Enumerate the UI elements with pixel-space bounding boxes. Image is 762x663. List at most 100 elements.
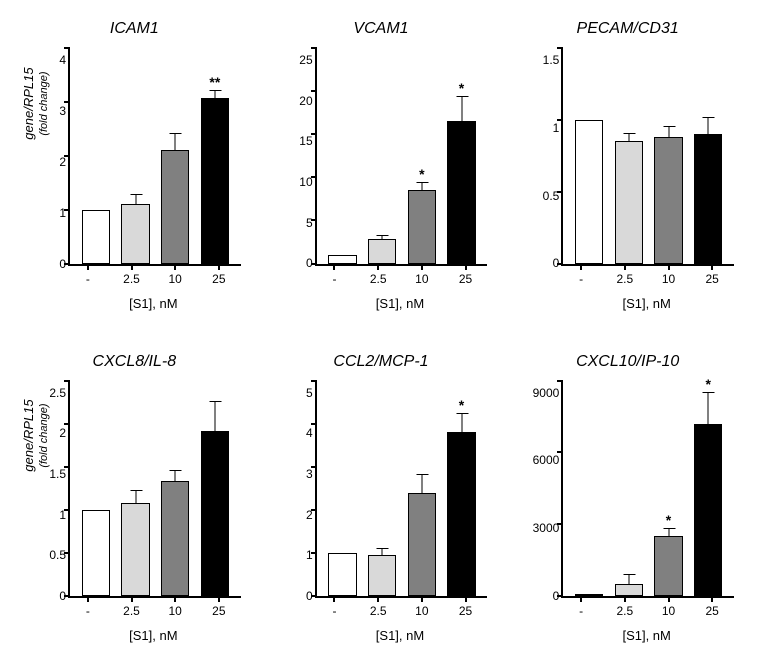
error-bar (708, 393, 709, 425)
error-bar (461, 414, 462, 433)
bar-slot: * (442, 48, 482, 264)
x-tick-label: 10 (662, 604, 675, 618)
y-axis-label-sub: (fold change) (38, 404, 50, 468)
x-tick-label: 10 (415, 604, 428, 618)
x-tick: 10 (400, 596, 444, 618)
bar (408, 493, 437, 596)
error-bar (214, 91, 215, 99)
bar-slot (116, 381, 156, 597)
error-cap (416, 474, 428, 475)
x-axis: -2.510 25 (66, 596, 241, 618)
bar (615, 141, 644, 263)
error-cap (456, 413, 468, 414)
error-cap (209, 401, 221, 402)
x-tick: - (559, 264, 603, 286)
bar: * (447, 121, 476, 263)
x-tick: 25 (690, 264, 734, 286)
error-bar (175, 471, 176, 481)
x-tick-label: 2.5 (370, 604, 387, 618)
bar-slot (569, 381, 609, 597)
bar: * (694, 424, 723, 596)
x-axis: -2.51025 (559, 264, 734, 286)
x-tick-label: 2.5 (123, 272, 140, 286)
y-tick-label: 9000 (533, 387, 560, 399)
bar (82, 210, 111, 264)
x-tick: 10 (153, 264, 197, 286)
x-tick: 10 (153, 596, 197, 618)
figure-root: ICAM1gene/RPL15(fold change)43210**-2.51… (0, 0, 762, 663)
chart-row: 543210* (275, 381, 488, 597)
chart-panel: CXCL10/IP-109000600030000**-2.51025[S1],… (521, 353, 734, 644)
bar-slot (362, 48, 402, 264)
chart-panel: PECAM/CD311.510.50-2.51025[S1], nM (521, 20, 734, 311)
error-cap (703, 117, 715, 118)
plot-area (68, 381, 241, 599)
x-tick: 10 (647, 264, 691, 286)
error-bar (214, 402, 215, 432)
y-axis-label-sub: (fold change) (38, 71, 50, 135)
y-axis-label-main: gene/RPL15 (21, 400, 36, 472)
chart-panel: VCAM12520151050**-2.51025[S1], nM (275, 20, 488, 311)
x-tick: 2.5 (110, 596, 154, 618)
x-tick: - (559, 596, 603, 618)
bar (121, 503, 150, 596)
x-axis-label: [S1], nM (66, 296, 241, 311)
error-cap (663, 126, 675, 127)
plot-area: ** (315, 48, 488, 266)
bar-slot (323, 381, 363, 597)
x-tick: - (66, 264, 110, 286)
bar (161, 481, 190, 597)
error-bar (135, 491, 136, 504)
bar (82, 510, 111, 596)
x-tick-label: - (332, 604, 336, 618)
bar-slot: * (402, 48, 442, 264)
bars: ** (70, 48, 241, 264)
error-cap (456, 96, 468, 97)
bar (654, 137, 683, 263)
x-tick: - (66, 596, 110, 618)
bar: * (447, 432, 476, 596)
panel-grid: ICAM1gene/RPL15(fold change)43210**-2.51… (28, 20, 734, 643)
bar: * (654, 536, 683, 596)
chart-row: 2.521.510.50 (28, 381, 241, 597)
panel-title: CCL2/MCP-1 (275, 353, 488, 375)
x-tick: 2.5 (356, 264, 400, 286)
bar (575, 120, 604, 264)
bar-slot (688, 48, 728, 264)
error-bar (628, 575, 629, 585)
error-bar (461, 97, 462, 122)
chart-row: 2520151050** (275, 48, 488, 264)
chart-row: 43210** (28, 48, 241, 264)
bar-slot (195, 381, 235, 597)
x-tick: 25 (444, 264, 488, 286)
x-tick: - (313, 596, 357, 618)
significance-marker: * (419, 167, 424, 181)
plot-area: ** (561, 381, 734, 599)
bar-slot (649, 48, 689, 264)
y-axis: 2520151050 (275, 48, 315, 264)
bar (694, 134, 723, 263)
x-tick: 25 (444, 596, 488, 618)
x-tick-label: 25 (706, 604, 719, 618)
x-tick: 2.5 (603, 596, 647, 618)
bar: ** (201, 98, 230, 264)
x-tick: 25 (197, 596, 241, 618)
bar-slot (323, 48, 363, 264)
x-axis: - 2.5 10 25 (313, 596, 488, 618)
error-cap (703, 392, 715, 393)
bar-slot: * (649, 381, 689, 597)
bar (161, 150, 190, 263)
bar-slot (362, 381, 402, 597)
error-bar (668, 529, 669, 537)
x-tick-label: 25 (459, 604, 472, 618)
x-tick-label: 25 (212, 604, 225, 618)
x-tick: 25 (197, 264, 241, 286)
x-tick: 10 (400, 264, 444, 286)
error-bar (628, 134, 629, 142)
chart-panel: CXCL8/IL-8gene/RPL15(fold change)2.521.5… (28, 353, 241, 644)
significance-marker: ** (209, 75, 220, 89)
x-tick-label: - (579, 604, 583, 618)
bar (615, 584, 644, 596)
error-cap (170, 133, 182, 134)
error-cap (209, 90, 221, 91)
